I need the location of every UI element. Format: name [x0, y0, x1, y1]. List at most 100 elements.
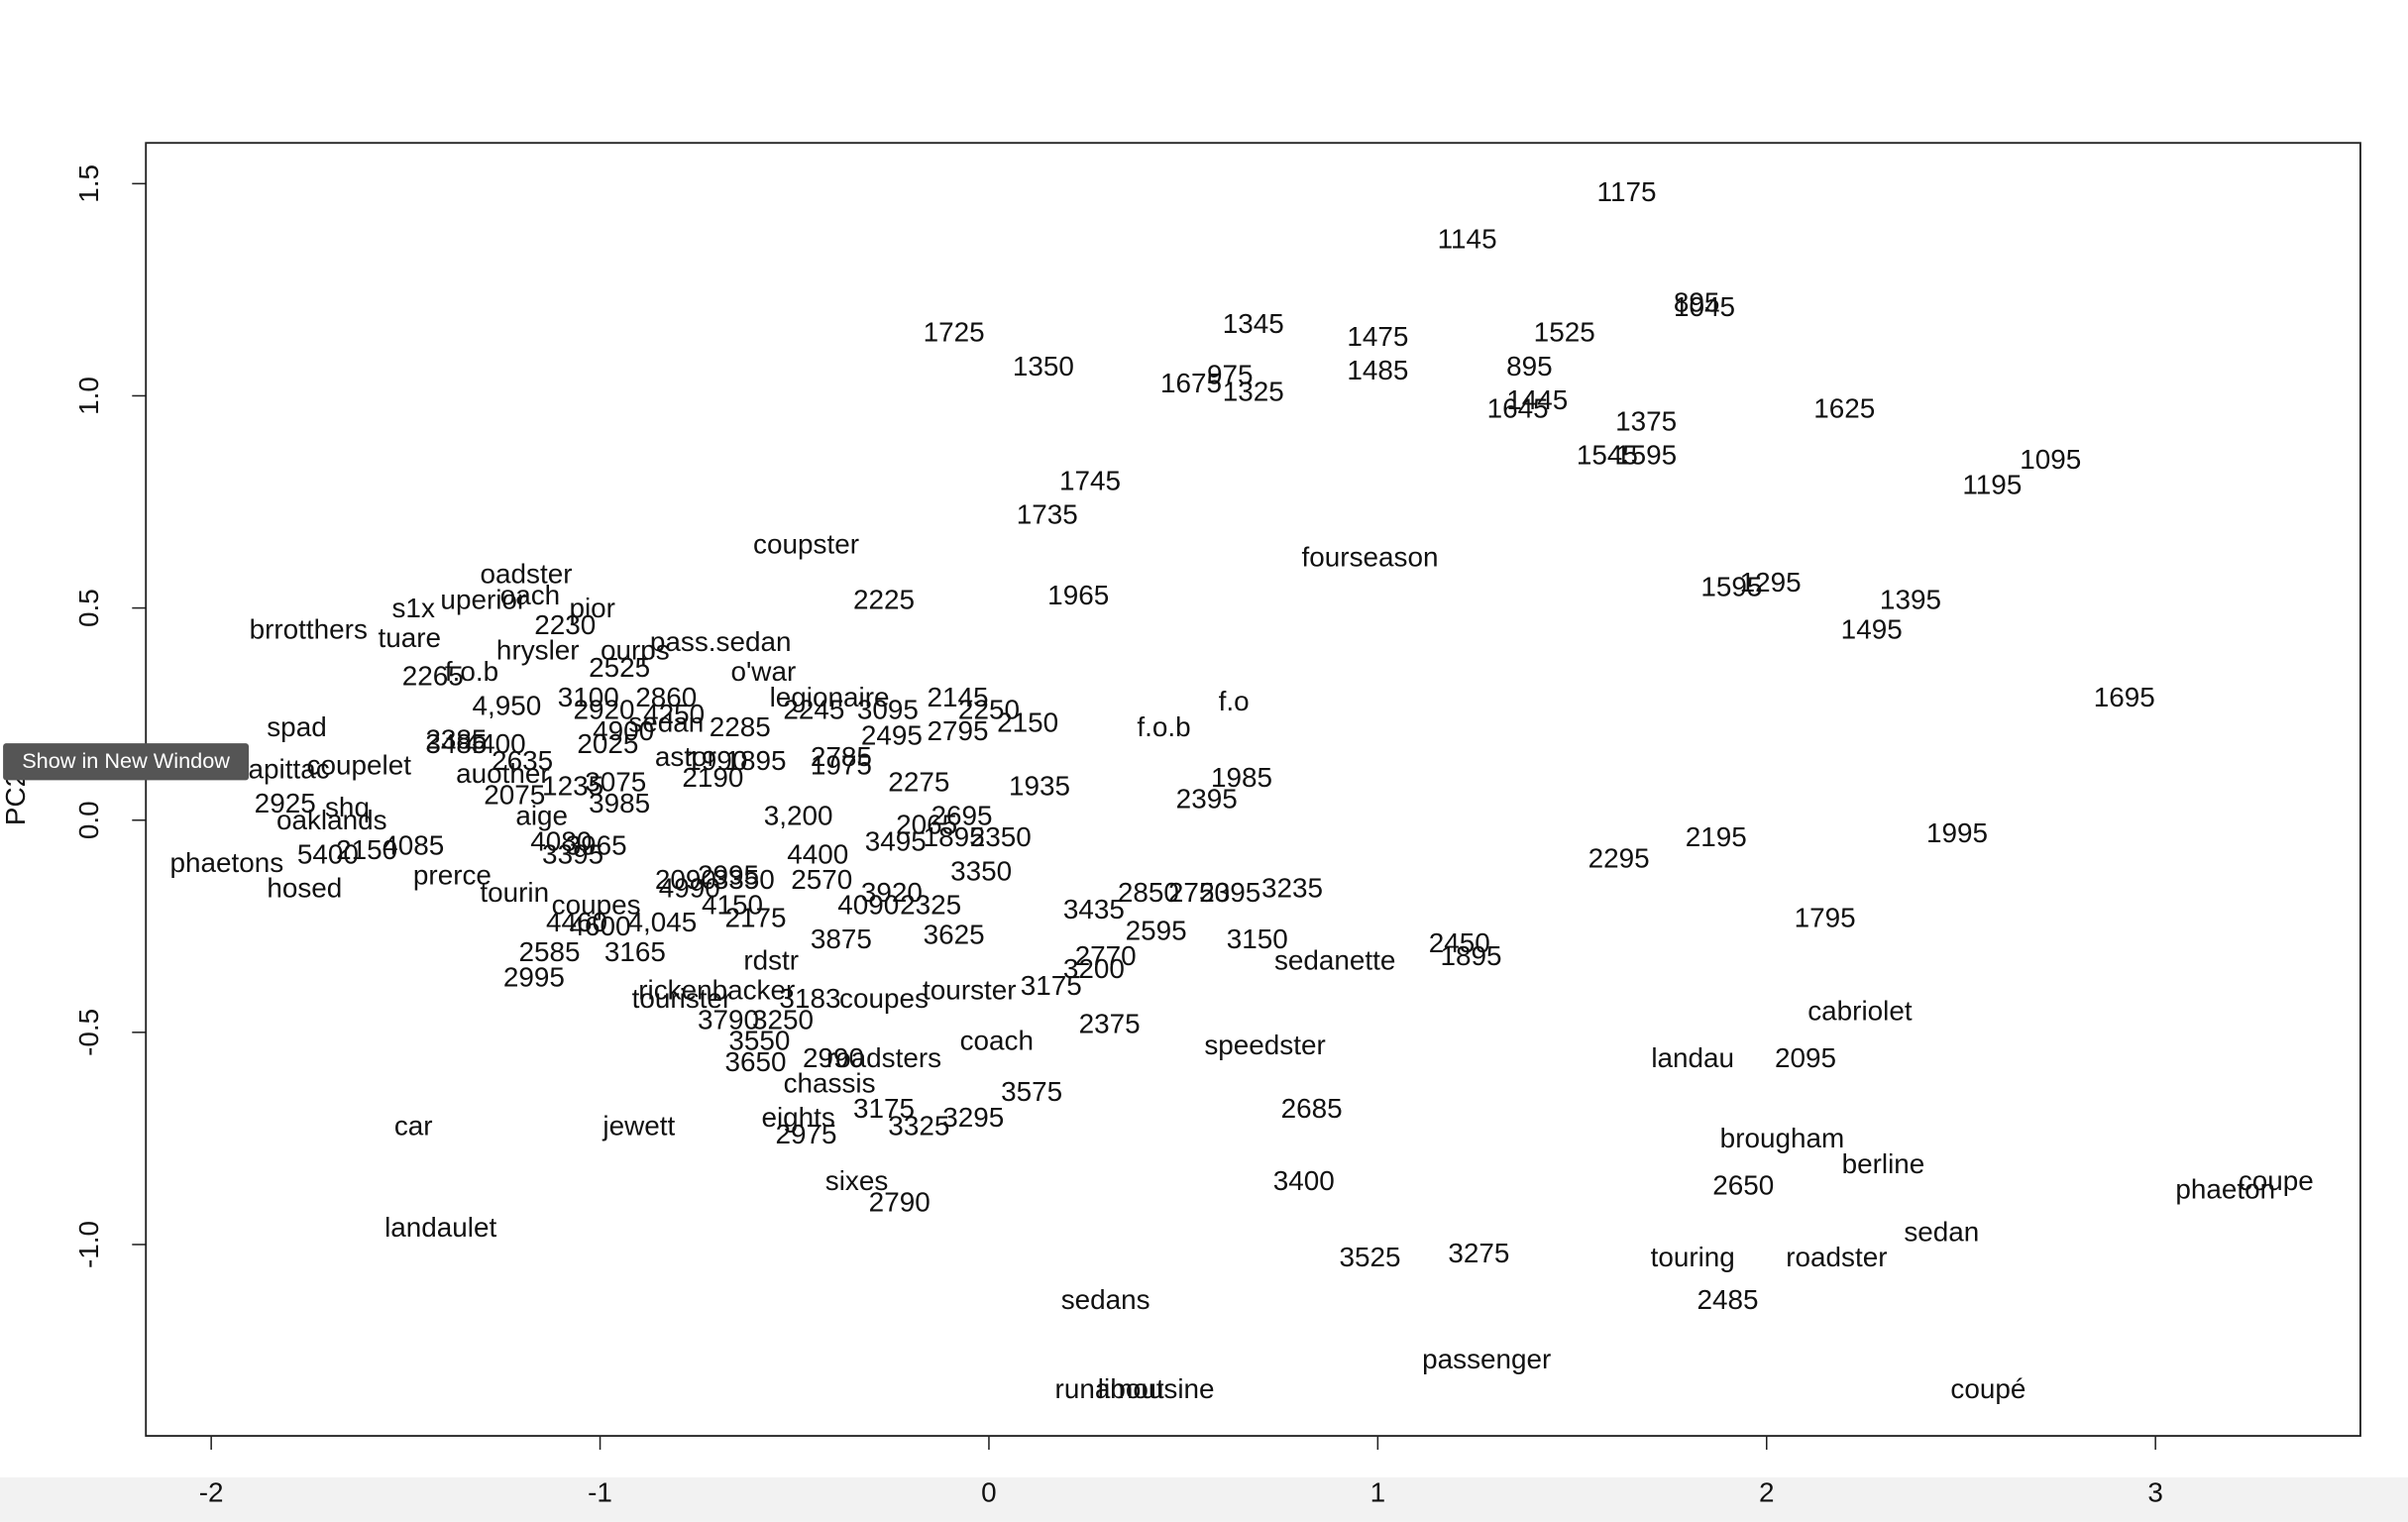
point-label: 2635 [492, 745, 553, 776]
point-label: shq [325, 792, 370, 822]
y-tick-label: -1.0 [73, 1221, 104, 1268]
point-label: 1895 [725, 745, 787, 776]
point-label: 3435 [1063, 894, 1125, 924]
point-label: 4085 [383, 830, 444, 861]
point-label: landau [1651, 1042, 1734, 1073]
point-label: o'war [730, 656, 796, 687]
point-label: phaeton [2175, 1174, 2275, 1205]
point-label: 4090 [837, 890, 899, 921]
point-label: 1445 [1506, 384, 1568, 415]
point-label: 2275 [888, 766, 949, 797]
point-label: eights [761, 1102, 834, 1133]
point-label: 2150 [997, 707, 1058, 738]
point-label: 2265 [402, 660, 464, 691]
point-label: ourps [601, 635, 670, 666]
point-label: 3790 [698, 1004, 759, 1034]
point-label: 3495 [865, 825, 927, 856]
point-label: limousine [1098, 1373, 1215, 1404]
point-label: prerce [413, 860, 492, 891]
x-tick-label: -1 [588, 1477, 612, 1508]
point-label: 1525 [1534, 317, 1595, 348]
point-label: 3400 [1273, 1165, 1335, 1196]
point-label: f.o.b [1137, 711, 1190, 742]
y-tick-label: 1.5 [73, 164, 104, 203]
point-label: tourster [923, 974, 1017, 1005]
point-label: 3395 [542, 838, 603, 869]
tooltip-text[interactable]: Show in New Window [22, 748, 230, 773]
point-label: 2375 [1079, 1009, 1141, 1039]
point-label: 4150 [702, 890, 763, 921]
point-label: 2245 [783, 695, 844, 725]
point-label: 2925 [255, 788, 316, 818]
point-label: 3275 [1448, 1238, 1509, 1268]
x-tick-label: 1 [1370, 1477, 1386, 1508]
point-label: astor [655, 741, 716, 772]
point-label: 1725 [924, 317, 985, 348]
point-label: 1975 [811, 749, 872, 780]
point-label: apittac [249, 754, 330, 785]
point-label: 2995 [503, 961, 565, 992]
point-label: 895 [1506, 351, 1553, 381]
point-label: coupelet [307, 749, 412, 780]
point-label: 2525 [589, 652, 650, 683]
point-label: 1295 [1740, 567, 1802, 598]
point-label: 2325 [900, 890, 961, 921]
point-label: chassis [784, 1068, 876, 1099]
point-label: 3175 [1021, 970, 1082, 1001]
point-label: 2920 [573, 695, 634, 725]
point-label: tourin [480, 877, 549, 908]
point-label: 3235 [1261, 873, 1323, 904]
point-label: sedan [628, 707, 704, 738]
point-label: 2285 [710, 711, 771, 742]
point-label: 4080 [530, 825, 592, 856]
point-label: spad [267, 711, 326, 742]
point-label: 1935 [1009, 771, 1070, 802]
point-label: 975 [1207, 359, 1254, 389]
point-label: 4990 [659, 873, 720, 904]
point-label: 1495 [1841, 613, 1903, 644]
point-label: pass.sedan [650, 626, 792, 657]
point-label: cabriolet [1807, 996, 1913, 1027]
point-label: 1235 [542, 771, 603, 802]
point-label: 2145 [928, 682, 989, 712]
point-label: 3350 [950, 855, 1012, 886]
point-label: 1375 [1615, 405, 1677, 436]
point-label: 3165 [604, 936, 666, 967]
point-label: 3095 [857, 695, 919, 725]
y-tick-label: -0.5 [73, 1009, 104, 1056]
point-label: 3920 [861, 877, 923, 908]
point-label: legionaire [770, 682, 890, 712]
point-label: 1485 [1347, 355, 1408, 385]
point-label: hrysler [496, 635, 580, 666]
point-label: 1345 [1223, 308, 1284, 339]
point-label: 2150 [336, 834, 397, 865]
point-label: 2075 [484, 779, 545, 810]
point-label: 2195 [1686, 821, 1747, 852]
point-label: 4400 [787, 838, 848, 869]
point-label: aige [515, 801, 568, 831]
point-label: 4,045 [627, 907, 697, 937]
tooltip[interactable]: Show in New Window [3, 743, 250, 781]
point-label: 2495 [861, 719, 923, 750]
point-label: 2650 [1712, 1169, 1774, 1200]
point-label: 2790 [869, 1186, 930, 1217]
point-label: 2770 [1075, 940, 1137, 971]
point-label: speedster [1204, 1030, 1325, 1060]
point-label: 1625 [1813, 393, 1875, 424]
point-label: 1965 [1047, 580, 1109, 610]
point-label: 3325 [888, 1110, 949, 1141]
point-label: 1145 [1438, 223, 1497, 254]
point-label: coupster [753, 529, 859, 560]
point-label: 1895 [924, 821, 985, 852]
point-label: 1990 [686, 745, 747, 776]
point-label: tuare [379, 622, 442, 653]
point-label: coupes [839, 983, 929, 1014]
tooltip-box[interactable] [3, 743, 250, 781]
point-label: sedans [1061, 1284, 1150, 1315]
point-label: 2685 [1281, 1093, 1343, 1124]
point-label: phaetons [169, 847, 283, 878]
point-label: 3100 [558, 682, 619, 712]
point-label: 2065 [896, 809, 957, 839]
point-label: 1985 [1211, 762, 1272, 793]
